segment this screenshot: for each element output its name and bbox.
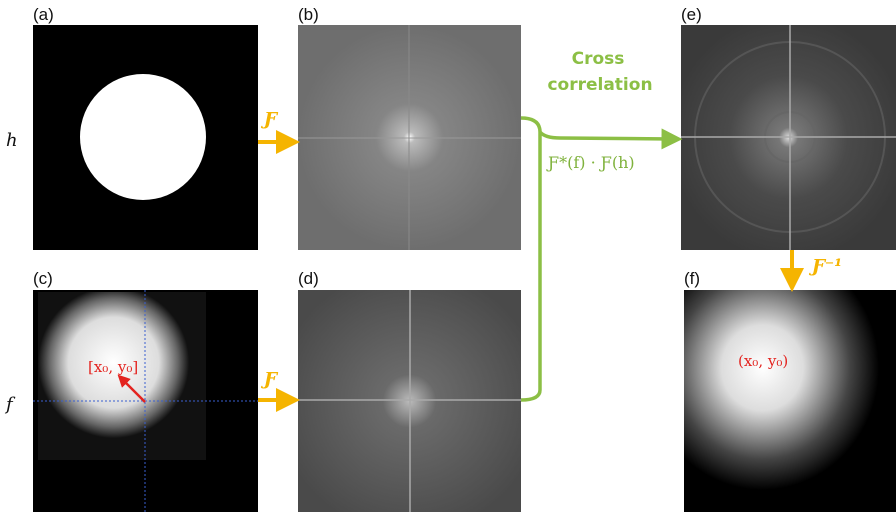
row-label: f xyxy=(4,394,16,415)
formula: Ƒ*(f) · Ƒ(h) xyxy=(546,153,635,172)
inverse-label: Ƒ⁻¹ xyxy=(808,256,842,277)
figure: (a) (b) (c) (d) (e) (f) h f Ƒ Ƒ Ƒ⁻¹ Cros… xyxy=(0,0,896,514)
panel-label: (e) xyxy=(681,5,702,24)
panel-label: (b) xyxy=(298,5,319,24)
panel-label: (c) xyxy=(33,269,53,288)
transform-label: Ƒ xyxy=(260,369,279,390)
image-f xyxy=(684,290,896,512)
annotation: (x₀, y₀) xyxy=(738,352,788,370)
spot xyxy=(38,292,206,460)
panel-label: (f) xyxy=(684,269,700,288)
connector-arrow xyxy=(540,132,672,139)
row-label: h xyxy=(6,130,18,151)
transform-label: Ƒ xyxy=(260,109,279,130)
operation-title: Cross xyxy=(572,49,625,69)
operation-title: correlation xyxy=(547,75,652,95)
annotation: [x₀, y₀] xyxy=(88,358,138,376)
connector xyxy=(521,118,540,400)
disk xyxy=(80,74,206,200)
panel-label: (d) xyxy=(298,269,319,288)
panel-label: (a) xyxy=(33,5,54,24)
